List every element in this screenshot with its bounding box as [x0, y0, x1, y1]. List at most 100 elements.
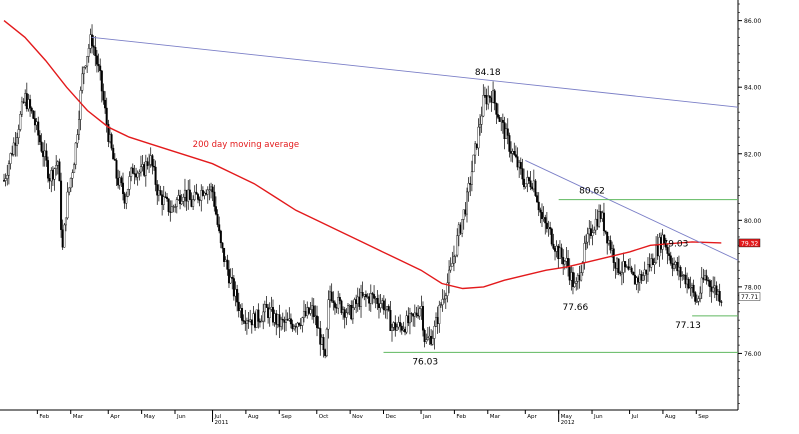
candle-body [480, 115, 483, 125]
candle-body [167, 198, 170, 212]
moving-average-series [3, 20, 722, 290]
candle-body [104, 100, 107, 109]
candle-body [537, 201, 540, 211]
candle-body [43, 150, 46, 157]
candle-body [270, 307, 273, 310]
candle-body [629, 267, 632, 270]
candle-body [669, 255, 672, 264]
candle-body [371, 293, 374, 295]
candle-body [350, 305, 353, 320]
candle-body [358, 296, 361, 307]
candle-body [638, 274, 641, 283]
candle-body [66, 191, 69, 219]
candle-body [231, 277, 234, 279]
candle-body [702, 277, 705, 280]
candle-body [317, 327, 320, 329]
candle-body [457, 224, 460, 236]
candle-body [625, 266, 628, 268]
candle-body [162, 196, 165, 205]
candle-body [601, 212, 604, 219]
candle-body [102, 90, 105, 101]
candle-body [247, 320, 250, 322]
candle-body [604, 230, 607, 233]
candle-body [674, 261, 677, 265]
candle-body [79, 90, 82, 120]
candle-body [361, 292, 364, 297]
candle-body [105, 107, 108, 125]
candle-body [617, 258, 620, 273]
candle-body [3, 180, 6, 182]
candle-body [498, 117, 501, 122]
candle-body [630, 267, 633, 273]
x-tick-label: Sep [698, 414, 709, 420]
candle-body [311, 305, 314, 310]
candle-body [263, 304, 266, 313]
candle-body [382, 300, 385, 311]
candle-body [475, 143, 478, 149]
candle-body [615, 258, 618, 269]
candle-body [61, 229, 64, 248]
candle-body [477, 126, 480, 149]
candle-body [92, 45, 95, 48]
candle-body [237, 301, 240, 311]
candle-body [130, 167, 133, 177]
candle-body [578, 274, 581, 281]
candle-body [599, 211, 602, 219]
candle-body [454, 254, 457, 257]
candle-body [529, 180, 532, 188]
candle-body [485, 95, 488, 105]
candle-body [136, 172, 139, 178]
candle-body [594, 218, 597, 231]
candle-body [299, 324, 302, 326]
candle-body [100, 70, 103, 92]
x-tick-label: Aug [248, 414, 259, 420]
y-tick-label: 82.00 [744, 151, 761, 158]
candle-body [55, 165, 58, 169]
candle-body [687, 278, 690, 289]
candle-body [239, 308, 242, 311]
candle-body [17, 129, 20, 138]
candle-body [154, 166, 157, 185]
candle-body [182, 197, 185, 202]
candle-body [64, 217, 67, 226]
candle-body [307, 307, 310, 314]
candle-body [115, 160, 118, 179]
candle-body [175, 199, 178, 207]
candle-body [14, 142, 17, 146]
candle-body [257, 309, 260, 322]
candle-body [342, 309, 345, 314]
candle-body [405, 315, 408, 333]
candle-body [558, 247, 561, 260]
candle-body [441, 299, 444, 305]
candle-body [286, 319, 289, 321]
candle-body [135, 173, 138, 178]
candle-body [653, 262, 656, 266]
candle-body [249, 319, 252, 322]
candle-body [118, 177, 121, 186]
y-tick-label: 84.00 [744, 85, 761, 92]
candle-body [373, 294, 376, 299]
candle-body [607, 240, 610, 244]
candle-body [531, 186, 534, 190]
candle-body [508, 135, 511, 152]
candle-body [324, 349, 327, 356]
price-flag-label: 77.71 [741, 294, 758, 301]
candle-body [614, 262, 617, 269]
candle-body [624, 261, 627, 268]
price-annotation: 76.03 [412, 357, 438, 367]
candle-body [40, 141, 43, 152]
candle-body [29, 99, 32, 109]
candle-body [368, 296, 371, 304]
candle-body [201, 190, 204, 196]
candle-body [707, 280, 710, 282]
candle-body [148, 164, 151, 166]
candle-body [619, 272, 622, 275]
candle-body [392, 322, 395, 328]
candle-body [278, 314, 281, 327]
candle-body [187, 189, 190, 202]
candle-body [438, 305, 441, 324]
candle-body [686, 278, 689, 285]
x-tick-label: Mar [73, 414, 84, 420]
x-tick-label: Apr [527, 414, 537, 420]
candle-body [306, 307, 309, 316]
